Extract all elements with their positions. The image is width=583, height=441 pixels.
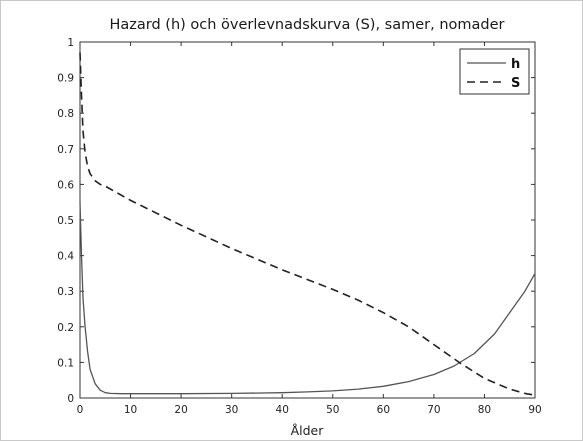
y-tick-label: 0.1	[57, 357, 74, 369]
x-tick-label: 10	[124, 404, 137, 416]
legend: h S	[459, 48, 530, 95]
plot-area	[79, 41, 536, 399]
y-tick-label: 0.3	[57, 286, 74, 298]
x-tick-label: 60	[377, 404, 390, 416]
y-tick-label: 0.2	[57, 322, 74, 334]
x-tick-label: 50	[326, 404, 339, 416]
y-tick-label: 0.7	[57, 144, 74, 156]
series-line-S	[79, 52, 536, 396]
x-tick-label: 20	[174, 404, 187, 416]
legend-box	[459, 48, 530, 95]
x-axis-ticks: 0 10 20 30 40 50 60 70 80 90	[77, 42, 542, 416]
x-tick-label: 70	[427, 404, 440, 416]
y-tick-label: 0.8	[57, 108, 74, 120]
series-line-h	[79, 202, 536, 395]
y-tick-label: 0	[67, 393, 74, 405]
x-tick-label: 0	[77, 404, 84, 416]
x-tick-label: 90	[528, 404, 541, 416]
y-tick-label: 0.6	[57, 179, 74, 191]
y-axis-ticks: 0 0.1 0.2 0.3 0.4 0.5 0.6 0.7 0.8 0.9 1	[57, 37, 535, 405]
y-tick-label: 1	[67, 37, 74, 49]
series-lines	[79, 52, 536, 396]
legend-label-S: S	[511, 76, 520, 91]
y-tick-label: 0.9	[57, 73, 74, 85]
chart-title: Hazard (h) och överlevnadskurva (S), sam…	[110, 17, 505, 33]
x-axis-label: Ålder	[291, 423, 325, 438]
x-tick-label: 30	[225, 404, 238, 416]
legend-label-h: h	[511, 57, 520, 72]
x-tick-label: 80	[478, 404, 491, 416]
y-tick-label: 0.5	[57, 215, 74, 227]
x-tick-label: 40	[276, 404, 289, 416]
y-tick-label: 0.4	[57, 251, 74, 263]
